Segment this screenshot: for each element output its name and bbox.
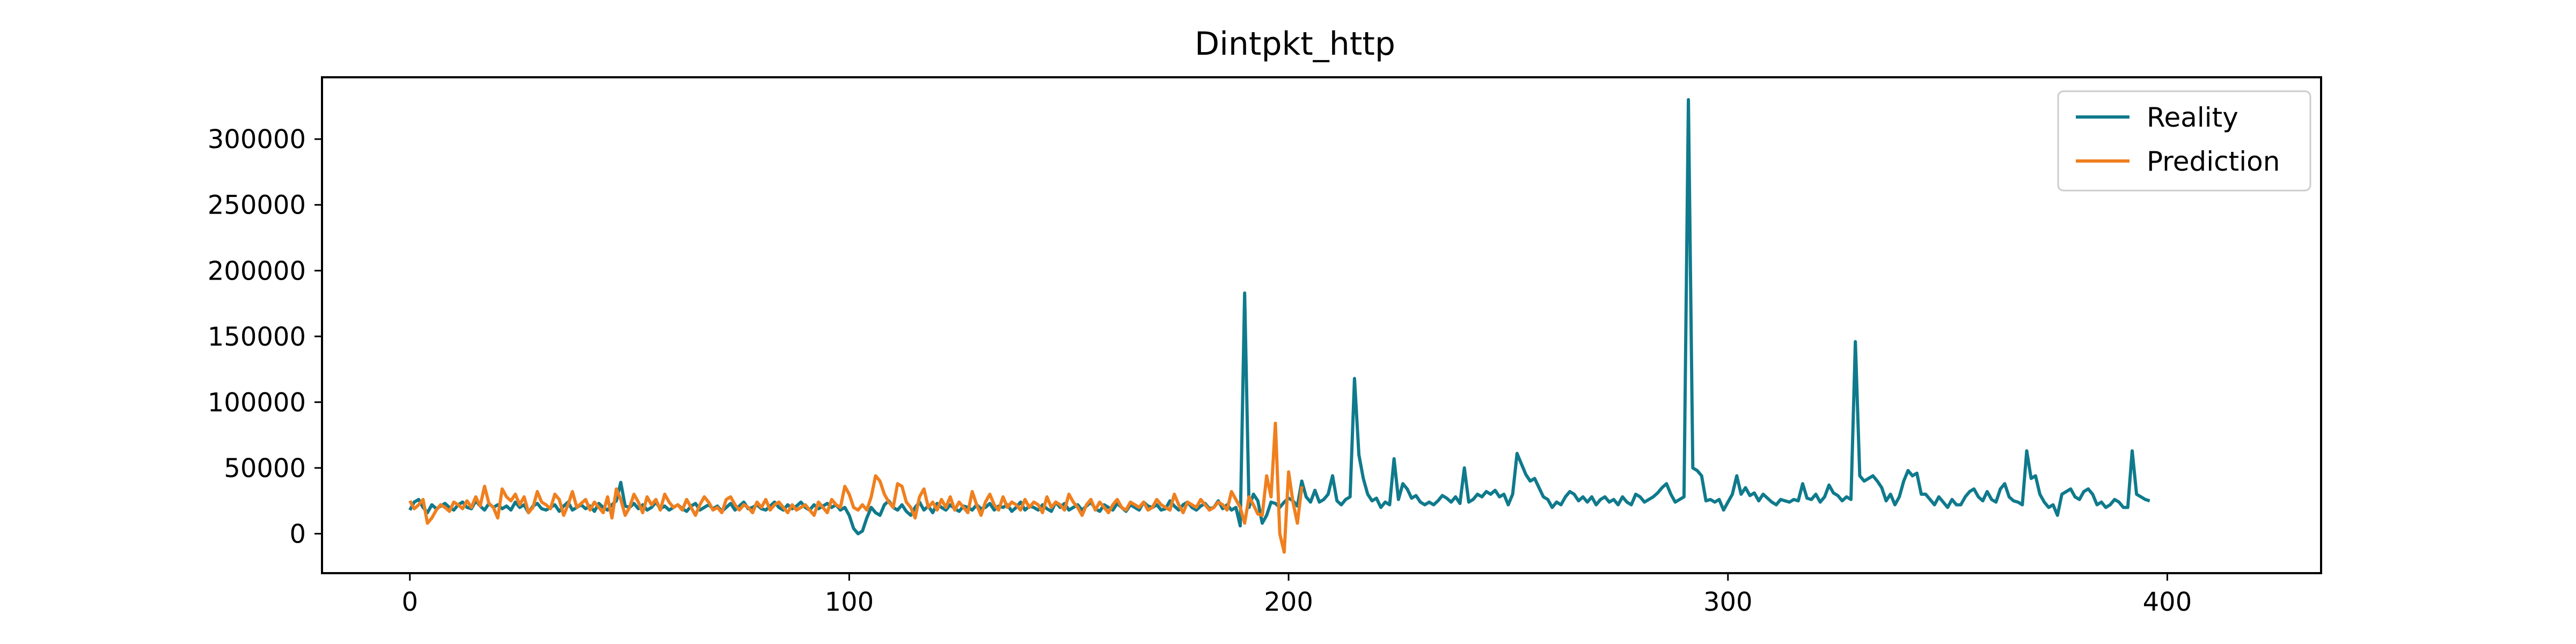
x-tick-label: 300 xyxy=(1703,587,1753,617)
y-tick-label: 50000 xyxy=(224,453,306,484)
y-tick-label: 150000 xyxy=(208,322,306,352)
x-tick-label: 100 xyxy=(825,587,874,617)
y-axis: 0 50000 100000 150000 200000 250000 300000 xyxy=(208,125,322,549)
chart-title: Dintpkt_http xyxy=(1195,25,1395,63)
x-tick-label: 200 xyxy=(1264,587,1313,617)
x-tick-label: 0 xyxy=(401,587,418,617)
plot-frame xyxy=(321,76,2322,574)
y-tick-label: 200000 xyxy=(208,256,306,286)
legend-label-reality: Reality xyxy=(2147,102,2238,133)
y-tick-label: 250000 xyxy=(208,191,306,221)
x-axis: 0 100 200 300 400 xyxy=(401,573,2192,617)
legend: Reality Prediction xyxy=(2057,90,2311,192)
y-tick-label: 100000 xyxy=(208,387,306,418)
y-tick-label: 300000 xyxy=(208,125,306,155)
plot-lines xyxy=(408,98,2150,554)
x-tick-label: 400 xyxy=(2143,587,2192,617)
y-tick-label: 0 xyxy=(289,519,306,549)
legend-label-prediction: Prediction xyxy=(2147,146,2280,177)
series-line-prediction xyxy=(408,421,1304,554)
